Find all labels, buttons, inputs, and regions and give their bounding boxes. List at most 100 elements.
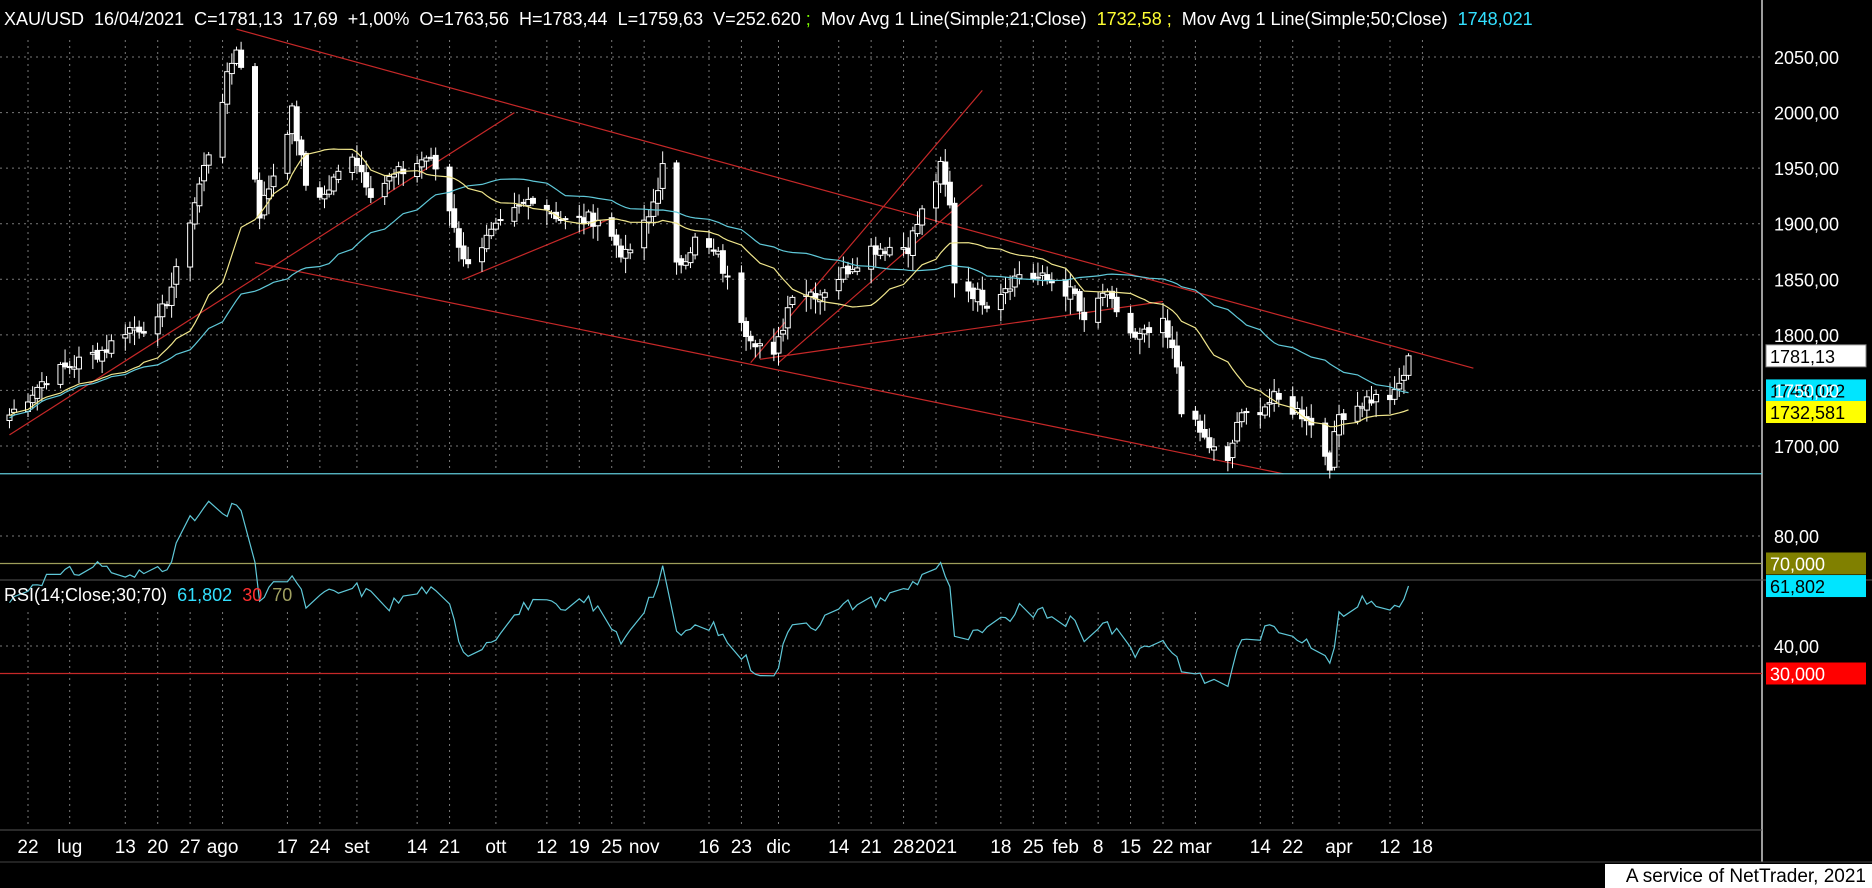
x-tick: 14	[1250, 837, 1272, 858]
x-tick: 22	[1282, 837, 1303, 858]
header-ma50-value: 1748,021	[1458, 9, 1533, 29]
rsi-header: RSI(14;Close;30;70) 61,802 30 70	[4, 585, 292, 605]
candle-body	[1400, 374, 1407, 381]
candle-body	[1210, 446, 1217, 451]
candle-body	[423, 157, 430, 162]
x-tick: nov	[629, 837, 660, 858]
candle-body	[252, 66, 258, 180]
x-tick: 25	[601, 837, 622, 858]
x-tick: 12	[1379, 837, 1400, 858]
candle-body	[136, 326, 143, 333]
candle-body	[942, 161, 949, 185]
chart-header: XAU/USD 16/04/2021 C=1781,13 17,69 +1,00…	[4, 9, 1533, 29]
x-tick: 20	[147, 837, 168, 858]
last-price-tag-bg	[1765, 344, 1867, 368]
candle-body	[298, 139, 305, 156]
moving-averages	[9, 148, 1409, 428]
x-tick: 18	[990, 837, 1011, 858]
candle-body	[386, 175, 393, 182]
price-y-tick: 1750,00	[1774, 381, 1839, 401]
candle-body	[201, 164, 208, 182]
rsi-y-tick: 80,00	[1774, 527, 1819, 547]
candle-body	[747, 335, 754, 342]
candle-body	[997, 293, 1004, 311]
candle-body	[1173, 345, 1180, 368]
candle-body	[590, 212, 597, 227]
candle-body	[1331, 431, 1338, 468]
candle-body	[140, 331, 147, 334]
candle-body	[1044, 274, 1051, 281]
candle-body	[780, 329, 787, 335]
candle-body	[451, 208, 458, 228]
x-tick: lug	[57, 837, 82, 858]
candle-body	[1146, 327, 1153, 333]
rsi-70-tag-bg	[1766, 552, 1866, 575]
header-high: H=1783,44	[519, 9, 608, 29]
ma50-tag-bg	[1766, 379, 1866, 402]
header-volume: V=252.620	[713, 9, 801, 29]
candle-body	[1289, 396, 1296, 415]
ma21-tag-bg	[1766, 401, 1866, 424]
candle-body	[108, 340, 115, 354]
candle-body	[817, 294, 824, 303]
candle-body	[367, 188, 374, 198]
candle-body	[1340, 413, 1347, 421]
candle-body	[645, 216, 652, 223]
x-tick: 22	[1152, 837, 1173, 858]
candle-body	[316, 187, 323, 198]
candle-body	[460, 245, 467, 260]
price-y-tick: 1850,00	[1774, 270, 1839, 290]
candle-body	[738, 272, 745, 323]
candle-body	[909, 230, 916, 256]
candle-body	[1011, 275, 1018, 288]
candle-body	[497, 219, 504, 222]
header-low: L=1759,63	[618, 9, 704, 29]
candle-body	[270, 175, 277, 188]
rsi-y-tick: 40,00	[1774, 637, 1819, 657]
rsi-current-tag-bg	[1766, 575, 1866, 598]
x-tick: 24	[309, 837, 331, 858]
header-ma21-value: 1732,58	[1097, 9, 1162, 29]
y-tick-labels: 1700,00 1750,00 1800,00 1850,00 1900,00 1950,…	[1774, 48, 1839, 657]
x-tick: 17	[277, 837, 298, 858]
candle-body	[75, 356, 82, 370]
candle-body	[821, 292, 828, 298]
candle-body	[682, 261, 689, 266]
x-tick-labels: 22 lug 13 20 27 ago 17 24 set 14 21 ott 12 19 25 nov 16 2…	[17, 837, 1433, 858]
candle-body	[710, 249, 717, 252]
candle-body	[946, 181, 953, 206]
candle-body	[775, 336, 782, 354]
price-y-tick: 2050,00	[1774, 48, 1839, 68]
candle-body	[1322, 422, 1329, 457]
candle-body	[965, 281, 972, 292]
rsi-70-tag: 70,000	[1770, 555, 1825, 575]
ma50-tag: 1748,022	[1770, 381, 1845, 401]
candle-body	[1136, 333, 1143, 340]
candle-body	[483, 234, 490, 250]
candle-body	[516, 204, 523, 207]
candle-body	[302, 152, 309, 186]
candle-body	[914, 223, 921, 235]
ma50-line	[9, 178, 1409, 419]
candle-body	[173, 266, 180, 285]
footer-credit: A service of NetTrader, 2021	[1626, 866, 1866, 887]
x-tick: 14	[407, 837, 429, 858]
x-tick: 28	[893, 837, 914, 858]
x-tick: apr	[1325, 837, 1353, 858]
candle-body	[321, 193, 328, 200]
candle-body	[293, 106, 300, 142]
candle-body	[1238, 412, 1245, 423]
x-tick: 12	[536, 837, 557, 858]
x-tick: 21	[861, 837, 882, 858]
candle-body	[1275, 392, 1282, 400]
candle-body	[1201, 428, 1208, 438]
candle-body	[743, 321, 750, 337]
x-tick: 22	[17, 837, 38, 858]
candle-body	[363, 172, 370, 188]
candle-body	[641, 219, 648, 249]
x-tick: 23	[731, 837, 752, 858]
candle-body	[62, 362, 69, 368]
candle-body	[854, 267, 861, 272]
candle-body	[724, 275, 731, 278]
